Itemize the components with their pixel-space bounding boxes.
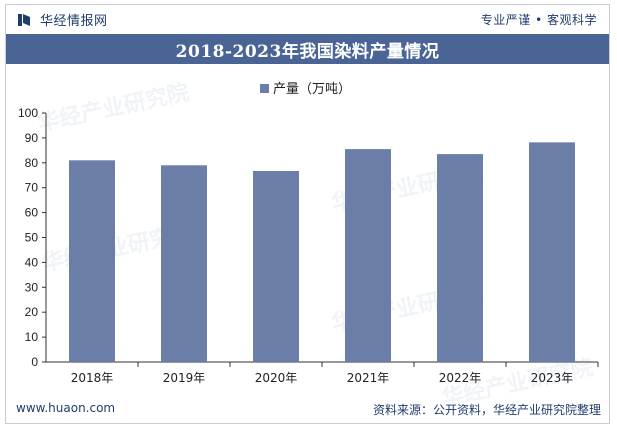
brand-name: 华经情报网 [40, 14, 108, 29]
footer-website[interactable]: www.huaon.com [16, 401, 116, 415]
x-tick-label: 2019年 [163, 371, 206, 385]
x-tick-label: 2022年 [439, 371, 482, 385]
y-tick-label: 90 [25, 131, 39, 145]
brand-logo-icon [18, 13, 30, 26]
y-tick-label: 50 [25, 231, 39, 245]
bar [161, 165, 207, 362]
top-bar: 华经情报网 专业严谨 • 客观科学 [6, 6, 609, 32]
y-tick-label: 60 [25, 206, 39, 220]
footer-source: 资料来源：公开资料，华经产业研究院整理 [372, 403, 601, 417]
bar [345, 149, 391, 362]
legend-label: 产量（万吨） [273, 82, 351, 97]
y-tick-label: 0 [31, 355, 38, 369]
y-tick-label: 10 [25, 330, 39, 344]
y-tick-label: 70 [25, 181, 39, 195]
y-tick-label: 80 [25, 156, 39, 170]
bar [437, 154, 483, 362]
y-tick-label: 30 [25, 280, 39, 294]
bar [529, 142, 575, 362]
tagline: 专业严谨 • 客观科学 [480, 13, 597, 27]
x-tick-label: 2023年 [531, 371, 574, 385]
y-tick-label: 100 [18, 106, 38, 120]
x-tick-label: 2021年 [347, 371, 390, 385]
chart-title: 2018-2023年我国染料产量情况 [175, 41, 440, 62]
y-tick-label: 20 [25, 305, 39, 319]
brand[interactable]: 华经情报网 [18, 10, 108, 29]
bar [253, 171, 299, 362]
bar [69, 160, 115, 362]
legend-swatch [260, 84, 269, 93]
x-tick-label: 2018年 [71, 371, 114, 385]
title-band: 2018-2023年我国染料产量情况 [6, 34, 609, 64]
y-tick-label: 40 [25, 255, 39, 269]
x-tick-label: 2020年 [255, 371, 298, 385]
